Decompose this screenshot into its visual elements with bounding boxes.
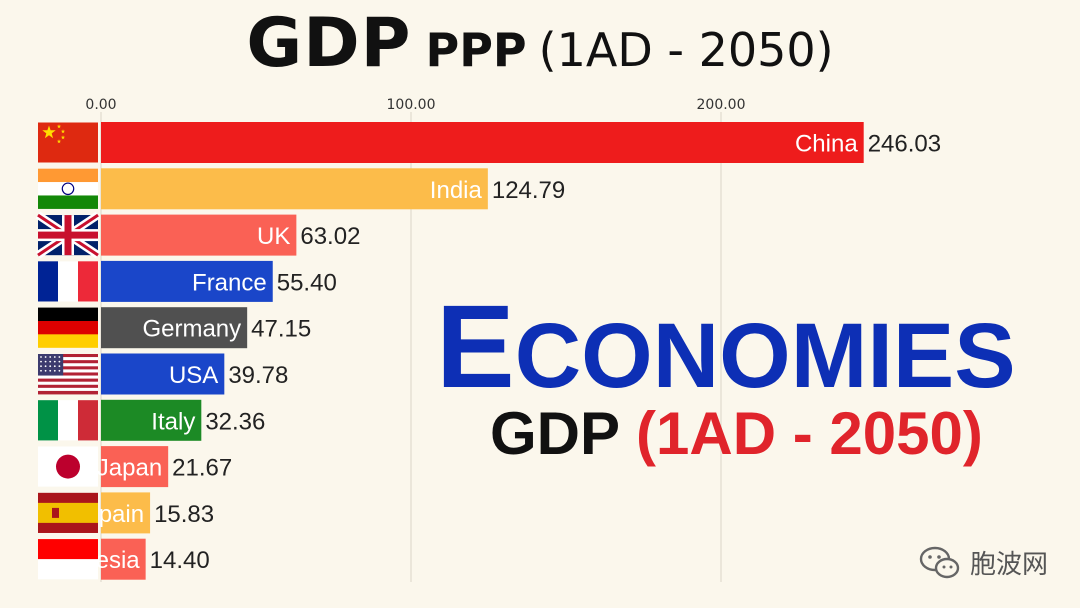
watermark: 胞波网	[918, 544, 1048, 581]
x-tick-label: 100.00	[387, 97, 436, 113]
china-flag-icon	[38, 122, 98, 163]
indonesia-flag-icon	[38, 539, 98, 580]
india-flag-icon	[38, 168, 98, 209]
bar	[101, 538, 146, 580]
value-label: 15.83	[154, 501, 214, 528]
value-label: 47.15	[251, 316, 311, 343]
x-tick-label: 0.00	[85, 97, 116, 113]
bar-label: France	[192, 269, 267, 296]
bar-label: China	[795, 131, 858, 158]
bar	[101, 446, 169, 488]
value-label: 63.02	[300, 223, 360, 250]
usa-flag-icon	[38, 354, 98, 395]
economies-rest: CONOMIES	[514, 305, 1016, 407]
bar	[101, 260, 273, 302]
uk-flag-icon	[35, 211, 101, 259]
economies-heading: ECONOMIES	[436, 288, 1076, 406]
economies-first-letter: E	[436, 281, 515, 413]
value-label: 246.03	[868, 131, 941, 158]
value-label: 55.40	[277, 269, 337, 296]
bar-label: Japan	[97, 455, 162, 482]
value-label: 14.40	[150, 547, 210, 574]
title-main: GDP	[246, 4, 412, 83]
bar	[101, 122, 864, 163]
wechat-icon	[919, 546, 960, 578]
bar-chart: 0.00 100.00 200.00 China 246.03 India 124.79 UK…	[35, 97, 941, 582]
value-label: 21.67	[172, 455, 232, 482]
bar-label: Italy	[151, 408, 195, 435]
gdp-label: GDP	[490, 400, 621, 467]
france-flag-icon	[38, 261, 98, 302]
chart-title: GDP PPP (1AD - 2050)	[0, 4, 1080, 94]
bar	[101, 399, 202, 441]
japan-flag-icon	[38, 446, 98, 487]
gdp-caption: GDP (1AD - 2050)	[490, 404, 983, 464]
bar	[101, 353, 225, 395]
bar	[101, 307, 248, 349]
watermark-text: 胞波网	[970, 550, 1049, 580]
bar-label: USA	[169, 362, 218, 389]
value-label: 39.78	[228, 362, 288, 389]
bar-label: Germany	[142, 316, 241, 343]
italy-flag-icon	[38, 400, 98, 441]
bar-label: esia	[96, 547, 141, 574]
title-range: (1AD - 2050)	[538, 23, 834, 77]
bar	[101, 492, 151, 534]
bar-label: UK	[257, 223, 290, 250]
bar	[101, 214, 297, 256]
germany-flag-icon	[38, 307, 98, 348]
bar	[101, 168, 488, 210]
bar-label: pain	[99, 501, 144, 528]
x-tick-label: 200.00	[697, 97, 746, 113]
gdp-range: (1AD - 2050)	[636, 400, 983, 467]
bar-label: India	[430, 177, 483, 204]
value-label: 124.79	[492, 177, 565, 204]
value-label: 32.36	[205, 408, 265, 435]
title-sub: PPP	[425, 23, 527, 77]
spain-flag-icon	[38, 492, 98, 533]
